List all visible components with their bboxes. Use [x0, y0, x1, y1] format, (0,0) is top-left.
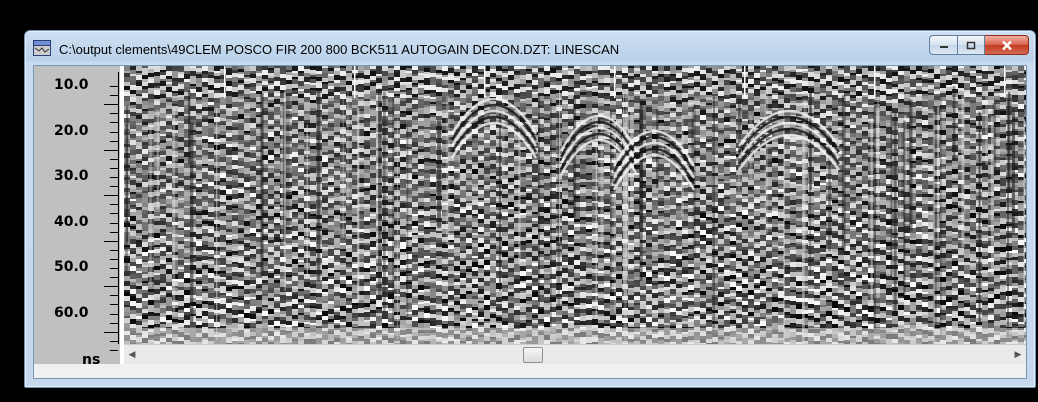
ruler-label: 20.0	[54, 122, 89, 139]
ruler-tick	[110, 186, 118, 187]
ruler-tick	[110, 350, 118, 351]
ruler-tick	[110, 295, 118, 296]
ruler-axis-line	[118, 72, 119, 344]
status-strip	[34, 364, 1026, 378]
ruler-tick	[104, 150, 118, 151]
linescan-image[interactable]	[124, 66, 1026, 344]
ruler-tick	[110, 341, 118, 342]
ruler-label: 40.0	[54, 213, 89, 230]
ruler-tick	[110, 122, 118, 123]
ruler-tick	[104, 104, 118, 105]
ruler-label: 50.0	[54, 259, 89, 275]
ruler-tick	[110, 113, 118, 114]
ruler-tick	[110, 277, 118, 278]
ruler-tick	[110, 95, 118, 96]
ruler-tick	[110, 213, 118, 214]
ruler-tick	[110, 323, 118, 324]
ruler-tick	[110, 168, 118, 169]
linescan-app-icon	[33, 40, 51, 56]
ruler-label: 30.0	[54, 168, 89, 184]
ruler-tick	[104, 241, 118, 242]
ruler-tick	[104, 286, 118, 287]
ruler-tick	[110, 177, 118, 178]
ruler-label: 60.0	[54, 304, 89, 321]
ruler-tick	[110, 232, 118, 233]
ruler-tick	[110, 159, 118, 160]
horizontal-scrollbar[interactable]: ◀ ▶	[124, 344, 1026, 364]
time-ruler: ns 10.0 20.0 30.0 40.0 50.0 60.0	[34, 66, 122, 378]
scroll-left-arrow[interactable]: ◀	[128, 349, 136, 359]
ruler-tick	[110, 314, 118, 315]
ruler-tick	[110, 204, 118, 205]
title-bar[interactable]: C:\output clements\49CLEM POSCO FIR 200 …	[25, 31, 1035, 65]
close-icon	[1001, 40, 1012, 50]
window-controls	[929, 35, 1029, 57]
ruler-tick	[110, 86, 118, 87]
ruler-tick	[104, 195, 118, 196]
linescan-window: C:\output clements\49CLEM POSCO FIR 200 …	[24, 30, 1036, 388]
ruler-tick	[110, 259, 118, 260]
ruler-tick	[110, 141, 118, 142]
radargram-canvas[interactable]	[124, 66, 1026, 344]
ruler-label: 10.0	[54, 77, 89, 93]
ruler-tick	[110, 250, 118, 251]
ruler-tick	[110, 223, 118, 224]
maximize-button[interactable]	[957, 35, 985, 55]
minimize-icon	[939, 46, 948, 48]
ruler-tick	[110, 304, 118, 305]
close-button[interactable]	[985, 35, 1029, 55]
maximize-icon	[966, 41, 976, 49]
window-title: C:\output clements\49CLEM POSCO FIR 200 …	[59, 42, 620, 57]
ruler-tick	[110, 268, 118, 269]
minimize-button[interactable]	[929, 35, 957, 55]
ruler-tick	[110, 132, 118, 133]
scroll-thumb[interactable]	[523, 347, 543, 363]
scroll-right-arrow[interactable]: ▶	[1014, 349, 1022, 359]
client-area: ns 10.0 20.0 30.0 40.0 50.0 60.0 ◀ ▶	[33, 65, 1027, 379]
ruler-tick	[104, 332, 118, 333]
